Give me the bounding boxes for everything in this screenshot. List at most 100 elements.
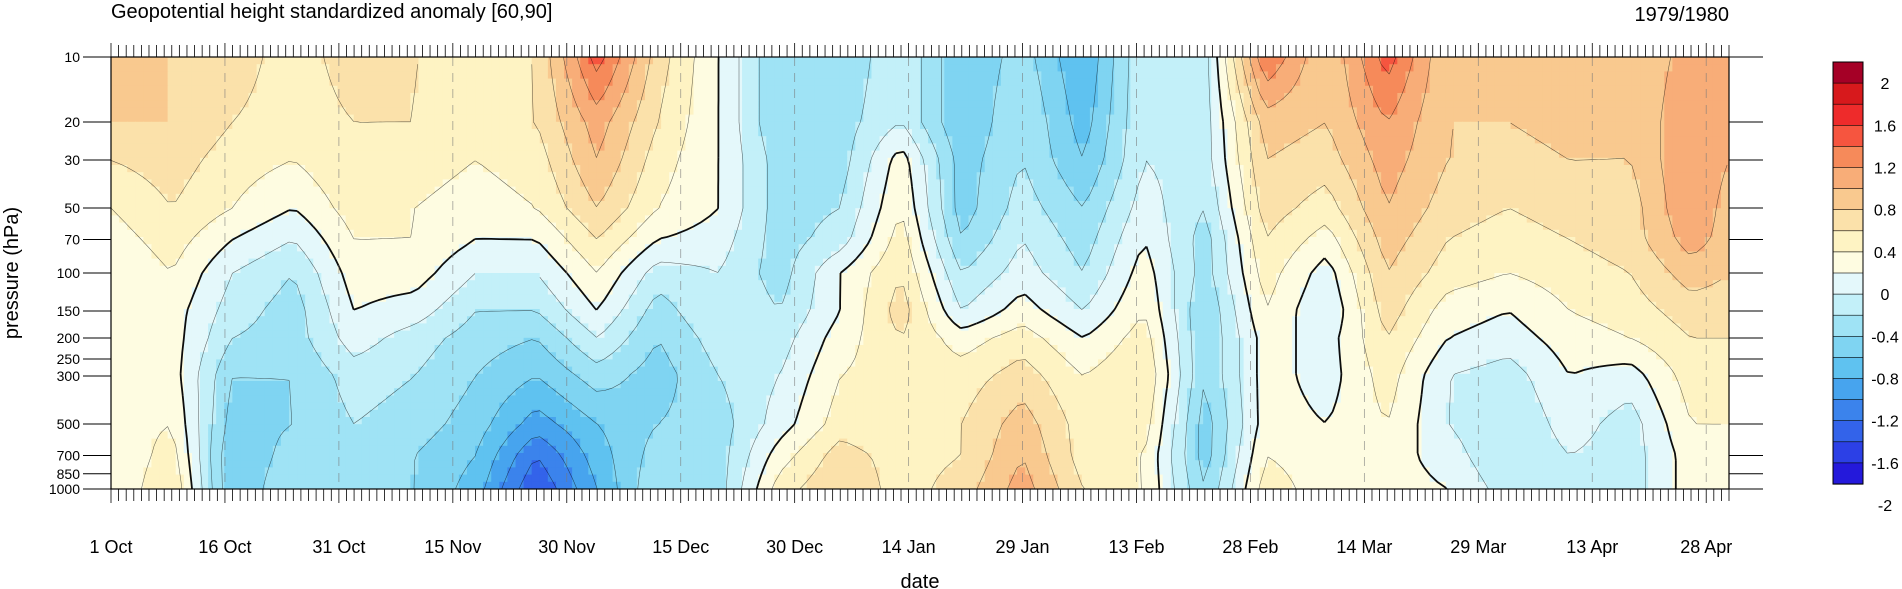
heatmap-cell bbox=[588, 143, 597, 152]
heatmap-cell bbox=[507, 107, 517, 116]
heatmap-cell bbox=[418, 215, 428, 224]
heatmap-cell bbox=[434, 136, 444, 144]
heatmap-cell bbox=[394, 215, 403, 224]
heatmap-cell bbox=[337, 71, 347, 80]
heatmap-cell bbox=[523, 172, 533, 180]
heatmap-cell bbox=[1599, 222, 1609, 231]
heatmap-cell bbox=[1437, 229, 1447, 238]
heatmap-cell bbox=[531, 193, 541, 202]
heatmap-cell bbox=[475, 100, 484, 108]
heatmap-cell bbox=[1575, 215, 1584, 224]
heatmap-cell bbox=[491, 114, 500, 123]
heatmap-cell bbox=[466, 222, 476, 231]
heatmap-cell bbox=[1049, 93, 1059, 101]
heatmap-cell bbox=[839, 201, 848, 209]
heatmap-cell bbox=[1089, 165, 1099, 173]
heatmap-cell bbox=[685, 114, 695, 123]
heatmap-cell bbox=[1445, 129, 1455, 137]
heatmap-cell bbox=[555, 121, 565, 130]
heatmap-cell bbox=[1704, 172, 1714, 180]
heatmap-cell bbox=[928, 100, 937, 108]
heatmap-cell bbox=[208, 222, 217, 231]
heatmap-cell bbox=[1146, 157, 1156, 166]
heatmap-cell bbox=[1567, 121, 1576, 130]
heatmap-cell bbox=[1081, 64, 1091, 72]
heatmap-cell bbox=[1146, 136, 1156, 144]
heatmap-cell bbox=[1421, 143, 1431, 152]
heatmap-cell bbox=[1405, 201, 1415, 209]
heatmap-cell bbox=[321, 165, 331, 173]
heatmap-cell bbox=[1211, 193, 1220, 202]
heatmap-cell bbox=[580, 107, 589, 116]
heatmap-cell bbox=[1081, 165, 1091, 173]
heatmap-cell bbox=[232, 165, 242, 173]
heatmap-cell bbox=[1502, 143, 1512, 152]
heatmap-cell bbox=[1114, 215, 1123, 224]
heatmap-cell bbox=[111, 208, 120, 216]
heatmap-cell bbox=[386, 57, 395, 65]
heatmap-cell bbox=[1405, 107, 1415, 116]
heatmap-cell bbox=[369, 157, 379, 166]
heatmap-cell bbox=[1025, 186, 1034, 195]
heatmap-cell bbox=[539, 85, 549, 94]
heatmap-cell bbox=[1065, 57, 1075, 65]
heatmap-cell bbox=[903, 201, 913, 209]
heatmap-cell bbox=[677, 157, 686, 166]
heatmap-cell bbox=[1445, 193, 1455, 202]
heatmap-cell bbox=[1494, 172, 1504, 180]
heatmap-cell bbox=[774, 172, 784, 180]
heatmap-cell bbox=[1397, 193, 1406, 202]
heatmap-cell bbox=[1453, 57, 1463, 65]
heatmap-cell bbox=[1664, 78, 1673, 87]
heatmap-cell bbox=[1405, 229, 1415, 238]
heatmap-cell bbox=[264, 143, 274, 152]
heatmap-cell bbox=[1057, 93, 1067, 101]
heatmap-cell bbox=[1421, 222, 1431, 231]
heatmap-cell bbox=[1316, 93, 1326, 101]
heatmap-cell bbox=[394, 121, 403, 130]
heatmap-cell bbox=[855, 201, 864, 209]
heatmap-cell bbox=[483, 208, 492, 216]
heatmap-cell bbox=[709, 85, 719, 94]
heatmap-cell bbox=[167, 114, 177, 123]
heatmap-cell bbox=[887, 78, 897, 87]
heatmap-cell bbox=[944, 57, 953, 65]
heatmap-cell bbox=[1227, 186, 1237, 195]
heatmap-cell bbox=[337, 57, 347, 65]
heatmap-cell bbox=[612, 107, 622, 116]
heatmap-cell bbox=[1704, 107, 1714, 116]
heatmap-cell bbox=[1631, 71, 1641, 80]
heatmap-cell bbox=[879, 150, 889, 159]
heatmap-cell bbox=[191, 100, 201, 108]
heatmap-cell bbox=[1534, 201, 1544, 209]
heatmap-cell bbox=[1510, 215, 1520, 224]
heatmap-cell bbox=[944, 64, 953, 72]
heatmap-cell bbox=[369, 179, 379, 188]
heatmap-cell bbox=[1429, 150, 1439, 159]
heatmap-cell bbox=[1356, 71, 1366, 80]
heatmap-cell bbox=[369, 229, 379, 238]
heatmap-cell bbox=[1308, 64, 1318, 72]
heatmap-cell bbox=[1041, 201, 1051, 209]
heatmap-cell bbox=[531, 208, 541, 216]
heatmap-cell bbox=[199, 208, 209, 216]
heatmap-cell bbox=[353, 143, 363, 152]
heatmap-cell bbox=[855, 229, 864, 238]
heatmap-cell bbox=[709, 186, 719, 195]
heatmap-cell bbox=[515, 179, 525, 188]
heatmap-cell bbox=[119, 157, 128, 166]
heatmap-cell bbox=[895, 201, 905, 209]
heatmap-cell bbox=[693, 215, 703, 224]
heatmap-cell bbox=[313, 165, 322, 173]
heatmap-cell bbox=[515, 93, 525, 101]
heatmap-cell bbox=[725, 157, 735, 166]
heatmap-cell bbox=[822, 208, 832, 216]
heatmap-cell bbox=[240, 85, 250, 94]
heatmap-cell bbox=[1138, 121, 1148, 130]
heatmap-cell bbox=[992, 208, 1002, 216]
heatmap-cell bbox=[1106, 157, 1115, 166]
heatmap-cell bbox=[612, 129, 622, 137]
heatmap-cell bbox=[256, 201, 266, 209]
heatmap-cell bbox=[620, 121, 630, 130]
